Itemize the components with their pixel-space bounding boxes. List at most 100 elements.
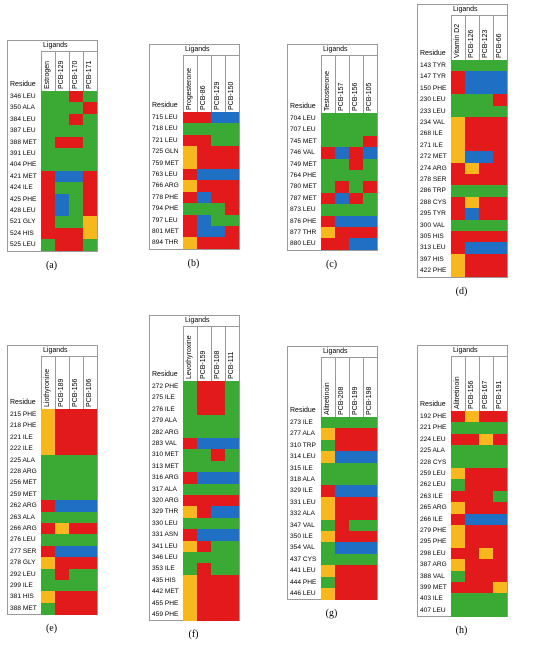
residue-label: 315 ILE — [290, 464, 313, 472]
interaction-cell — [211, 483, 225, 496]
interaction-cell — [465, 468, 479, 480]
residue-label: 305 HIS — [420, 233, 444, 240]
interaction-cell — [479, 82, 493, 95]
residue-label: 442 MET — [152, 588, 179, 596]
interaction-cell — [197, 517, 211, 530]
interaction-table: Ligands Residue Levothyroxine PCB-159 PCB-10… — [149, 315, 240, 622]
interaction-cell — [493, 468, 507, 480]
residue-label: 877 THR — [290, 229, 317, 236]
interaction-cell — [493, 196, 507, 209]
interaction-cell — [349, 417, 363, 429]
residue-label: 332 ALA — [290, 510, 315, 518]
interaction-cell — [197, 574, 211, 587]
residue-label: 259 LEU — [420, 470, 446, 477]
interaction-cell — [465, 139, 479, 152]
residue-label: 298 LEU — [420, 549, 446, 557]
ligand-label: PCB-105 — [366, 82, 373, 111]
interaction-cell — [55, 500, 69, 513]
residue-header: Residue — [152, 371, 178, 378]
residue-label: 279 PHE — [420, 527, 447, 534]
interaction-cell — [349, 238, 363, 251]
interaction-cell — [83, 91, 97, 103]
interaction-cell — [83, 511, 97, 524]
interaction-cell — [321, 508, 335, 521]
interaction-cell — [55, 125, 69, 138]
interaction-cell — [479, 502, 493, 515]
interaction-cell — [83, 239, 97, 252]
interaction-cell — [183, 597, 197, 610]
interaction-cell — [225, 495, 239, 507]
interaction-cell — [363, 588, 377, 600]
ligands-heading: Ligands — [453, 347, 478, 354]
interaction-cell — [55, 170, 69, 183]
interaction-cell — [183, 426, 197, 439]
residue-label: 745 MET — [290, 137, 317, 145]
interaction-cell — [225, 472, 239, 485]
interaction-cell — [321, 439, 335, 452]
residue-label: 704 LEU — [290, 115, 316, 122]
interaction-table: Ligands Residue Alitretinoin PCB-208 PCB-199… — [287, 346, 378, 601]
column-divider — [211, 55, 212, 112]
interaction-cell — [335, 485, 349, 498]
interaction-cell — [465, 559, 479, 572]
residue-label: 387 LEU — [10, 127, 36, 135]
interaction-cell — [479, 582, 493, 594]
interaction-cell — [183, 495, 197, 507]
ligand-label: Liothyronine — [44, 368, 51, 407]
residue-label: 707 LEU — [290, 126, 316, 134]
interaction-cell — [55, 466, 69, 478]
interaction-cell — [451, 582, 465, 594]
interaction-cell — [69, 580, 83, 592]
interaction-cell — [211, 449, 225, 462]
interaction-cell — [363, 204, 377, 217]
interaction-cell — [69, 227, 83, 240]
interaction-cell — [55, 159, 69, 172]
interaction-cell — [321, 553, 335, 566]
residue-label: 313 LEU — [420, 244, 446, 252]
interaction-cell — [41, 113, 55, 126]
interaction-cell — [41, 193, 55, 206]
interaction-cell — [493, 162, 507, 175]
interaction-cell — [197, 146, 211, 159]
interaction-cell — [41, 239, 55, 252]
interaction-table: Ligands Residue Progesterone PCB-86 PCB-129 P… — [149, 44, 240, 250]
interaction-cell — [55, 239, 69, 252]
column-divider — [197, 326, 198, 381]
interaction-cell — [55, 193, 69, 206]
column-divider — [363, 357, 364, 417]
residue-label: 721 LEU — [152, 136, 178, 144]
residue-label: 354 VAL — [290, 544, 315, 552]
residue-label: 387 ARG — [420, 561, 447, 569]
ligand-label: Progesterone — [186, 67, 193, 110]
interaction-cell — [479, 422, 493, 435]
interaction-cell — [465, 502, 479, 515]
residue-label: 275 ILE — [152, 394, 175, 402]
interaction-cell — [83, 216, 97, 229]
interaction-cell — [69, 454, 83, 467]
interaction-cell — [69, 534, 83, 547]
interaction-cell — [83, 488, 97, 501]
interaction-cell — [493, 479, 507, 492]
interaction-cell — [349, 215, 363, 228]
interaction-cell — [83, 136, 97, 149]
interaction-cell — [479, 128, 493, 141]
interaction-cell — [493, 117, 507, 129]
interaction-cell — [225, 157, 239, 170]
ligand-label: PCB-156 — [352, 82, 359, 111]
residue-label: 222 ILE — [10, 445, 33, 453]
interaction-cell — [225, 180, 239, 193]
interaction-cell — [225, 540, 239, 553]
interaction-cell — [321, 181, 335, 194]
residue-label: 725 GLN — [152, 148, 179, 156]
panel-caption: (d) — [455, 285, 468, 297]
interaction-cell — [349, 204, 363, 217]
interaction-cell — [349, 147, 363, 160]
interaction-cell — [83, 523, 97, 535]
interaction-cell — [197, 134, 211, 147]
residue-label: 329 ILE — [290, 487, 313, 495]
residue-label: 455 PHE — [152, 599, 179, 607]
interaction-cell — [493, 411, 507, 423]
interaction-cell — [197, 123, 211, 136]
residue-label: 407 LEU — [420, 606, 446, 614]
interaction-cell — [451, 242, 465, 255]
